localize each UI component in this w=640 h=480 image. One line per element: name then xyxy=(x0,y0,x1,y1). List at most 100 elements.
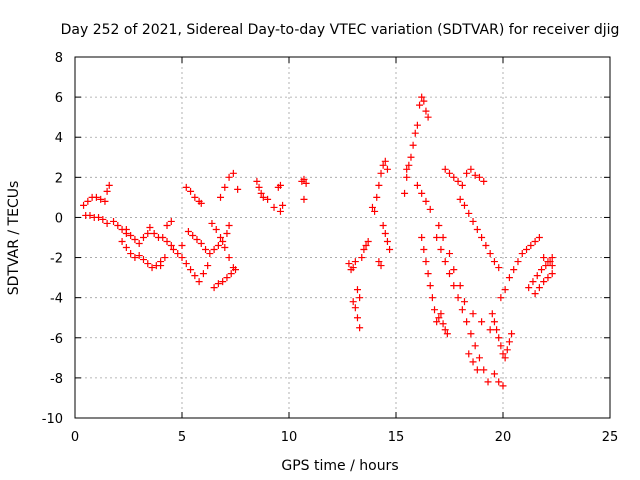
data-point xyxy=(426,282,434,290)
data-point xyxy=(349,298,357,306)
data-point xyxy=(368,203,376,211)
data-point xyxy=(446,169,453,177)
data-point xyxy=(540,254,548,262)
data-point xyxy=(409,141,417,149)
data-point xyxy=(197,240,205,248)
data-point xyxy=(362,242,370,250)
data-point xyxy=(193,236,201,244)
data-point xyxy=(420,246,428,254)
data-point xyxy=(219,238,227,246)
data-point xyxy=(345,260,353,268)
y-axis-title: SDTVAR / TECUs xyxy=(6,181,22,296)
data-point xyxy=(490,318,498,326)
data-point xyxy=(229,169,237,177)
data-point xyxy=(418,234,426,241)
data-point xyxy=(386,246,394,254)
data-point xyxy=(302,179,310,187)
y-tick-label: -8 xyxy=(50,372,63,387)
data-point xyxy=(514,258,522,266)
y-tick-label: -2 xyxy=(50,252,63,267)
data-point xyxy=(144,229,152,237)
data-point xyxy=(259,193,267,201)
data-point xyxy=(486,326,494,334)
data-point xyxy=(428,294,436,302)
data-point xyxy=(471,171,479,179)
data-point xyxy=(422,197,430,205)
data-point xyxy=(450,173,458,181)
x-tick-label: 0 xyxy=(71,430,79,445)
data-point xyxy=(377,262,385,270)
data-point xyxy=(495,378,503,386)
data-point xyxy=(356,294,364,302)
data-point xyxy=(103,187,111,195)
data-point xyxy=(424,270,432,278)
x-tick-label: 15 xyxy=(388,430,405,445)
data-point xyxy=(118,238,126,246)
data-point xyxy=(375,258,383,266)
data-point xyxy=(497,342,505,350)
data-point xyxy=(529,278,537,286)
data-point xyxy=(375,181,383,189)
data-point xyxy=(416,101,424,109)
data-point xyxy=(454,294,462,302)
data-point xyxy=(533,272,541,280)
data-point xyxy=(139,256,147,264)
data-point xyxy=(257,189,265,197)
data-point xyxy=(97,195,105,203)
data-point xyxy=(122,225,130,233)
data-point xyxy=(217,193,225,201)
data-point xyxy=(223,229,231,237)
data-point xyxy=(469,310,477,318)
data-point xyxy=(131,254,139,262)
data-point xyxy=(403,165,411,173)
data-point xyxy=(191,193,199,201)
data-point xyxy=(437,246,445,254)
data-point xyxy=(144,260,152,268)
data-point xyxy=(148,264,156,272)
data-point xyxy=(424,113,432,121)
data-point xyxy=(411,129,419,137)
data-point xyxy=(518,250,526,258)
y-tick-labels: -10 -8 -6 -4 -2 0 2 4 6 8 xyxy=(42,51,63,427)
data-point xyxy=(540,278,548,286)
data-point xyxy=(435,314,443,322)
data-point xyxy=(351,258,359,266)
data-point xyxy=(274,183,282,191)
data-point xyxy=(202,246,210,254)
data-point xyxy=(214,242,222,250)
chart-title: Day 252 of 2021, Sidereal Day-to-day VTE… xyxy=(61,22,620,38)
data-point xyxy=(473,366,481,374)
data-point xyxy=(381,157,389,165)
data-point xyxy=(127,231,135,239)
data-point xyxy=(542,262,550,270)
plot-frame xyxy=(74,56,611,419)
data-point xyxy=(471,342,479,350)
data-point xyxy=(373,193,381,201)
data-point xyxy=(103,219,111,227)
data-point xyxy=(422,107,430,115)
data-point xyxy=(80,201,88,209)
data-point xyxy=(548,270,556,278)
data-point xyxy=(458,306,466,314)
data-point xyxy=(159,234,167,241)
data-point xyxy=(379,221,387,229)
data-point xyxy=(279,201,287,209)
x-tick-label: 10 xyxy=(281,430,298,445)
y-tick-label: -4 xyxy=(50,292,63,307)
data-point xyxy=(473,225,481,233)
data-point xyxy=(182,260,190,268)
data-point xyxy=(110,217,118,225)
data-point xyxy=(439,234,447,241)
data-point xyxy=(460,298,468,306)
data-point xyxy=(223,274,231,282)
data-markers xyxy=(80,93,556,390)
data-point xyxy=(204,262,212,270)
data-point xyxy=(413,181,421,189)
data-point xyxy=(463,318,471,326)
x-tick-labels: 0 5 10 15 20 25 xyxy=(71,430,618,445)
data-point xyxy=(486,250,494,258)
data-point xyxy=(431,306,439,314)
data-point xyxy=(264,195,272,203)
data-point xyxy=(221,183,229,191)
data-point xyxy=(460,201,468,209)
